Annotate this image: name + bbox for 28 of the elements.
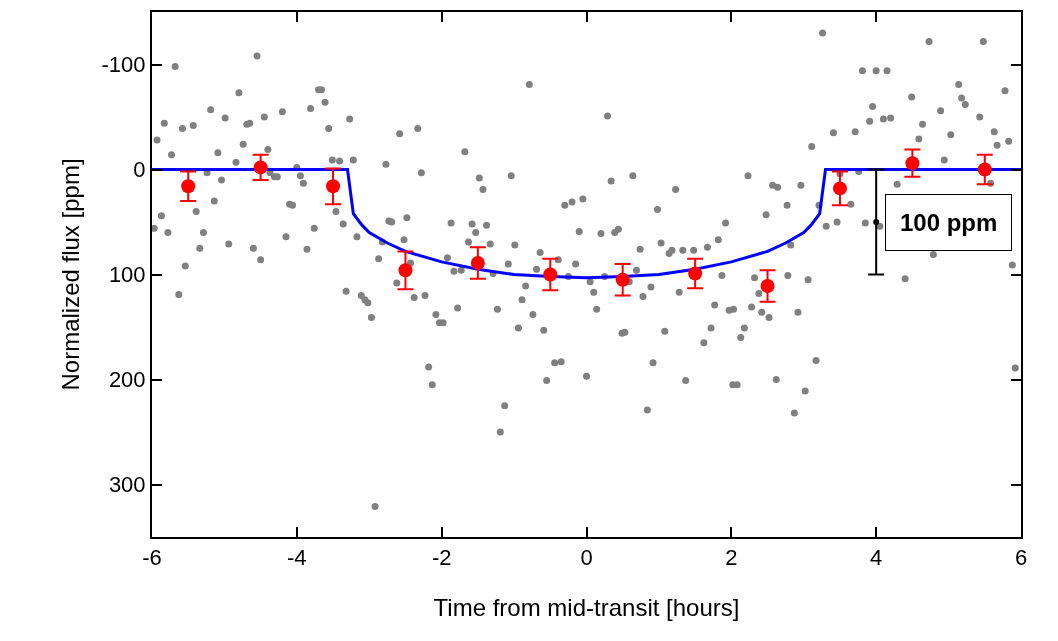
point [326, 179, 341, 194]
x-axis-title: Time from mid-transit [hours] [433, 594, 740, 622]
y-tick-label: 300 [108, 472, 146, 498]
point [181, 179, 196, 194]
point [760, 279, 775, 294]
point [615, 272, 630, 287]
y-axis-title: Normalized flux [ppm] [57, 158, 85, 391]
y-tick-label: 0 [133, 157, 146, 183]
y-tick-label: 200 [108, 367, 146, 393]
point [543, 267, 558, 282]
point [253, 160, 268, 175]
point [977, 162, 992, 177]
point [873, 219, 880, 225]
x-tick-label: 0 [580, 545, 593, 571]
x-tick-label: -2 [431, 545, 452, 571]
x-tick-label: 6 [1014, 545, 1028, 571]
point [832, 181, 847, 196]
x-tick-label: -4 [287, 545, 307, 571]
annotation: 100 ppm [900, 209, 998, 236]
x-tick-label: 4 [870, 545, 883, 571]
x-tick-label: -6 [142, 545, 162, 571]
point [398, 263, 413, 278]
y-tick-label: 100 [108, 262, 146, 288]
point [688, 266, 703, 281]
x-tick-label: 2 [725, 545, 738, 571]
point [905, 156, 920, 171]
y-tick-label: -100 [101, 52, 146, 78]
point [470, 255, 485, 270]
